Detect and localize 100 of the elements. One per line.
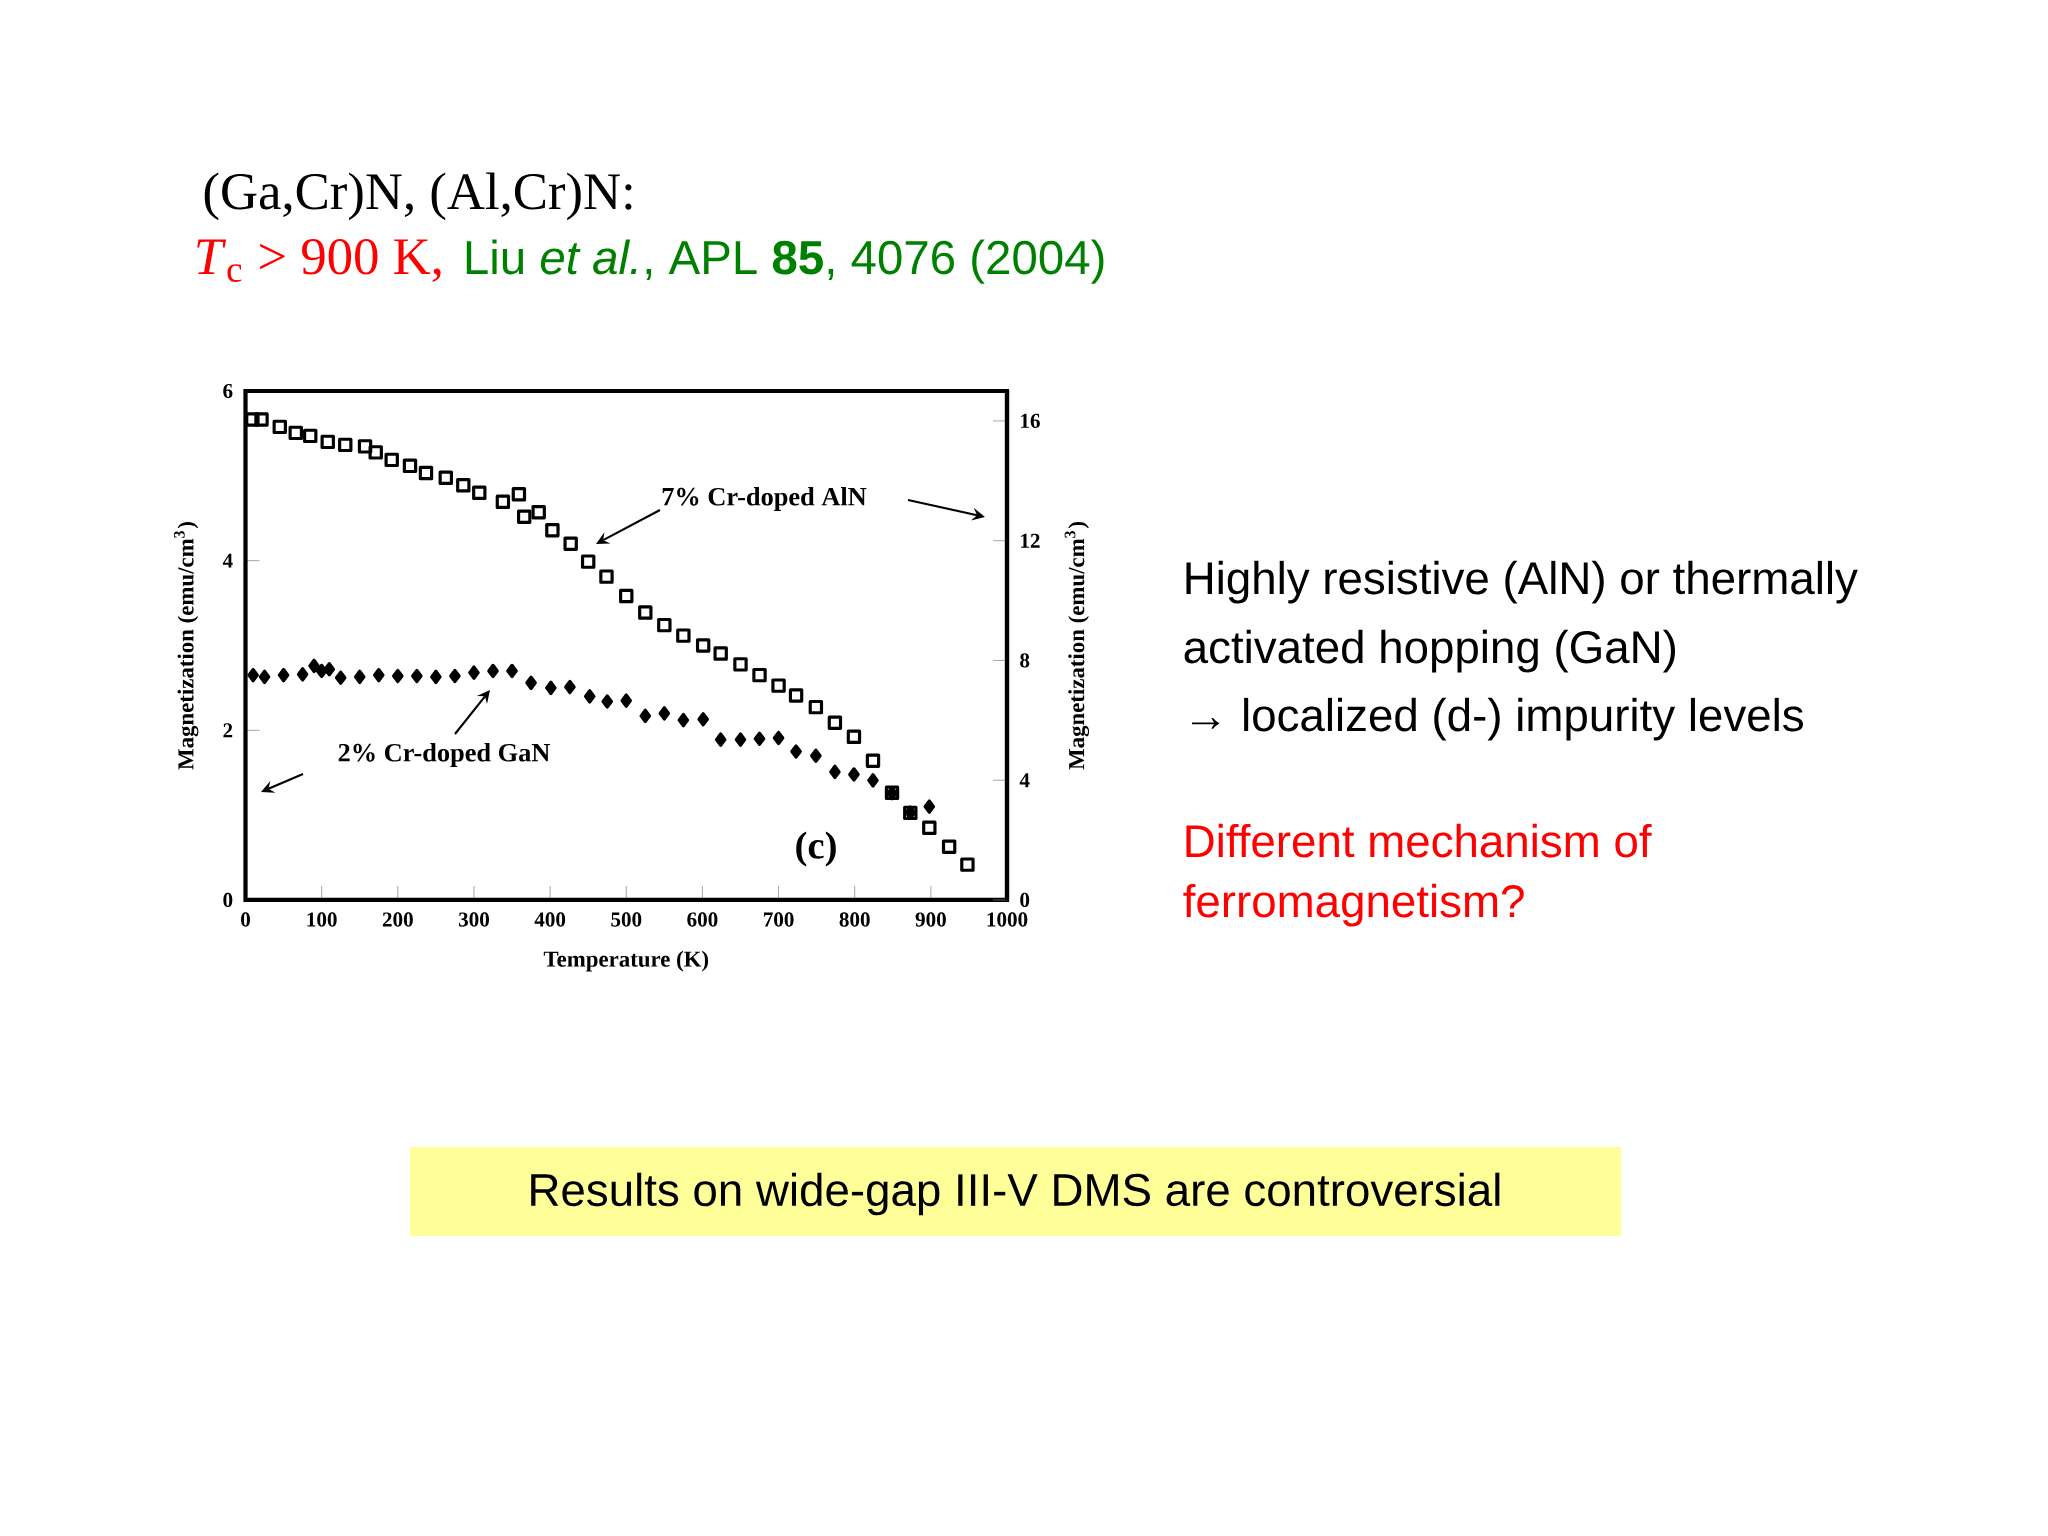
point [695, 638, 711, 653]
point [733, 657, 748, 672]
point [545, 680, 557, 696]
text: Highly resistive (AlN) or thermally [1186, 560, 1858, 604]
point [827, 715, 843, 730]
point [960, 857, 975, 872]
point [272, 419, 287, 435]
point [357, 439, 373, 454]
point [254, 412, 269, 427]
point [525, 675, 537, 691]
point [753, 731, 766, 747]
point [288, 425, 303, 441]
point [517, 509, 532, 524]
point [495, 494, 511, 509]
y-tick-label: 6 [223, 383, 233, 399]
point [639, 708, 652, 724]
point [545, 523, 560, 538]
point [320, 434, 335, 450]
point [713, 646, 728, 661]
point [846, 729, 862, 745]
chart-title: (Ga,Cr)N, (Al,Cr)N: [204, 172, 632, 221]
point [619, 588, 634, 604]
point [338, 437, 353, 453]
point [810, 748, 822, 763]
y-axis-title: Magnetization (emu/cm$^{3}$) [173, 522, 199, 770]
point [714, 732, 727, 747]
point [772, 730, 785, 746]
point [315, 663, 328, 679]
y2-tick-label: 8 [1020, 653, 1030, 668]
point [848, 767, 860, 782]
point [511, 487, 527, 502]
point [323, 662, 336, 677]
x-tick-label: 800 [839, 912, 870, 927]
legend-label: 7% Cr-doped AlN [662, 487, 867, 511]
point [384, 452, 399, 468]
y2-tick-label: 4 [1019, 773, 1030, 788]
point [638, 605, 653, 620]
chart-subtitle: Liu et al., APL 85, 4076 (2004) [466, 239, 1104, 284]
x-tick-label: 1000 [987, 912, 1028, 927]
point [353, 669, 366, 685]
point [449, 668, 461, 684]
point [583, 689, 596, 704]
point [790, 744, 802, 759]
point [438, 470, 453, 486]
x-tick-label: 200 [382, 912, 413, 927]
y-tick-label: 2 [223, 723, 233, 738]
text: ferromagnetism? [1183, 883, 1524, 927]
point [599, 569, 614, 584]
point [865, 753, 881, 768]
x-tick-label: 300 [458, 912, 489, 927]
point [368, 445, 383, 460]
point [771, 678, 786, 693]
point [788, 688, 804, 703]
y-tick-label: 4 [222, 553, 233, 568]
point [677, 712, 690, 728]
point [564, 679, 576, 695]
point [430, 669, 442, 685]
point [487, 663, 499, 679]
point [372, 667, 385, 683]
y2-tick-label: 0 [1020, 892, 1030, 908]
point [601, 694, 614, 709]
point [303, 428, 318, 444]
point [697, 712, 709, 727]
y2-tick-label: 12 [1021, 533, 1040, 548]
point [657, 617, 672, 633]
text: T$_{c}$ > 900 K, [197, 238, 441, 283]
y-tick-label: 0 [223, 892, 233, 908]
point [923, 799, 936, 814]
point [829, 764, 841, 780]
point [411, 668, 423, 684]
point [531, 505, 546, 520]
point [734, 732, 747, 747]
point [676, 628, 691, 643]
point [808, 699, 824, 715]
point [563, 536, 578, 551]
annotation: (c) [796, 831, 836, 867]
point [867, 773, 879, 788]
point [245, 412, 260, 427]
text: Different mechanism of [1186, 823, 1652, 858]
x-tick-label: 0 [241, 912, 250, 927]
text: Results on wide-gap III-V DMS are controversial [531, 1172, 1500, 1216]
point [620, 693, 633, 708]
text: activated hopping (GaN) [1184, 629, 1676, 673]
point [418, 465, 434, 481]
point [472, 485, 487, 500]
point [752, 667, 767, 683]
y2-axis-title: Magnetization (emu/cm$^{3}$) [1064, 522, 1090, 770]
series-label: 2% Cr-doped GaN [338, 743, 551, 767]
x-tick-label: 100 [307, 912, 337, 927]
point [296, 667, 309, 682]
point [277, 667, 290, 683]
point [402, 458, 418, 474]
text: → localized (d-) impurity levels [1192, 697, 1803, 741]
x-tick-label: 900 [915, 912, 946, 927]
point [922, 820, 937, 836]
point [468, 665, 480, 680]
point [941, 839, 957, 854]
x-tick-label: 700 [763, 912, 794, 927]
point [506, 663, 518, 679]
point [308, 658, 320, 674]
